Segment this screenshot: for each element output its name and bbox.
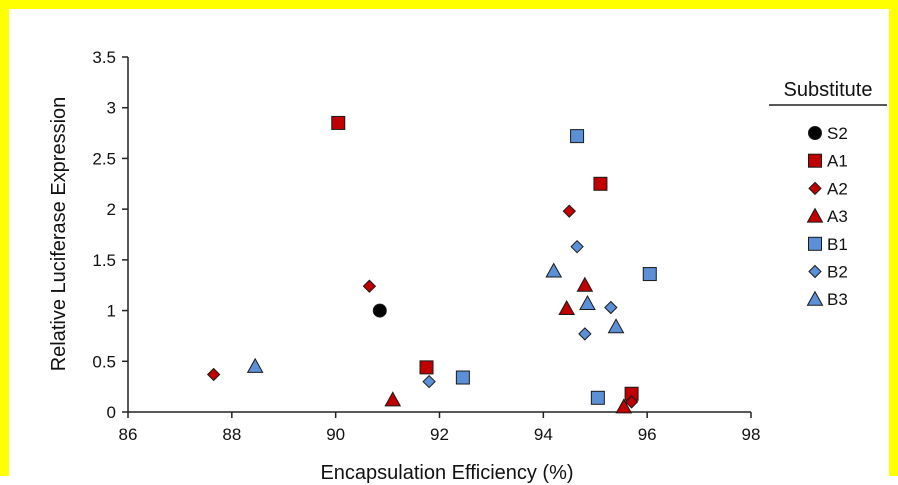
data-point-b1: [642, 267, 657, 282]
data-point-b3: [579, 294, 596, 310]
legend-label-b2: B2: [827, 263, 848, 282]
data-point-b2: [578, 327, 592, 341]
legend: Substitute S2 A1 A2 A3 B1 B2 B3: [769, 79, 887, 309]
y-tick-label: 2.5: [92, 149, 116, 168]
y-tick-label: 0: [107, 403, 116, 422]
y-tick-label: 1.5: [92, 251, 116, 270]
legend-label-a1: A1: [827, 152, 848, 171]
x-tick-label: 96: [638, 425, 657, 444]
data-point-b3: [607, 318, 625, 334]
y-axis-title: Relative Luciferase Expression: [48, 97, 70, 372]
x-axis-title: Encapsulation Efficiency (%): [320, 462, 573, 484]
data-point-b1: [590, 390, 605, 405]
data-point-b1: [570, 129, 585, 144]
data-point-s2: [372, 303, 387, 318]
data-point-a1: [419, 360, 434, 375]
data-point-a3: [576, 276, 594, 292]
scatter-chart: 86 88 90 92 94 96 98 0 0.5 1 1.5 2 2.5 3 3.5 Encapsul…: [48, 48, 887, 484]
x-tick-label: 90: [326, 425, 345, 444]
legend-label-s2: S2: [827, 124, 848, 143]
data-points: [206, 115, 657, 414]
x-tick-label: 86: [119, 425, 138, 444]
legend-marker-b2: [808, 264, 822, 279]
x-tick-label: 98: [742, 425, 761, 444]
legend-label-a3: A3: [827, 207, 848, 226]
legend-label-b1: B1: [827, 235, 848, 254]
data-point-a1: [331, 115, 346, 130]
data-point-a2: [362, 279, 377, 293]
legend-marker-a3: [806, 207, 824, 223]
data-point-a1: [593, 176, 608, 191]
data-point-b2: [422, 374, 436, 389]
y-tick-label: 1: [107, 302, 116, 321]
legend-marker-s2: [808, 126, 822, 140]
data-point-b2: [570, 239, 584, 254]
data-point-a2: [206, 367, 221, 382]
y-tick-label: 3.5: [92, 48, 116, 67]
legend-marker-a2: [808, 181, 822, 196]
legend-items: S2 A1 A2 A3 B1 B2 B3: [806, 124, 848, 309]
data-point-a3: [558, 300, 576, 316]
data-point-b3: [545, 262, 563, 278]
y-tick-label: 2: [107, 200, 116, 219]
data-point-a2: [624, 395, 639, 409]
data-point-a3: [615, 398, 633, 414]
x-ticks: 86 88 90 92 94 96 98: [119, 412, 761, 444]
data-point-b2: [604, 300, 618, 315]
legend-marker-b3: [806, 290, 824, 306]
legend-marker-a1: [808, 153, 822, 168]
data-point-a3: [384, 391, 402, 407]
y-tick-label: 0.5: [92, 352, 116, 371]
legend-title: Substitute: [784, 79, 873, 101]
axes: [127, 57, 751, 413]
y-tick-label: 3: [107, 99, 116, 118]
legend-label-b3: B3: [827, 290, 848, 309]
legend-marker-b1: [808, 236, 822, 251]
legend-label-a2: A2: [827, 179, 848, 198]
data-point-b3: [246, 357, 264, 373]
data-point-a2: [562, 204, 576, 218]
x-tick-label: 88: [222, 425, 241, 444]
x-tick-label: 92: [430, 425, 449, 444]
data-point-b1: [455, 370, 470, 385]
x-tick-label: 94: [534, 425, 553, 444]
y-ticks: 0 0.5 1 1.5 2 2.5 3 3.5: [92, 48, 128, 422]
